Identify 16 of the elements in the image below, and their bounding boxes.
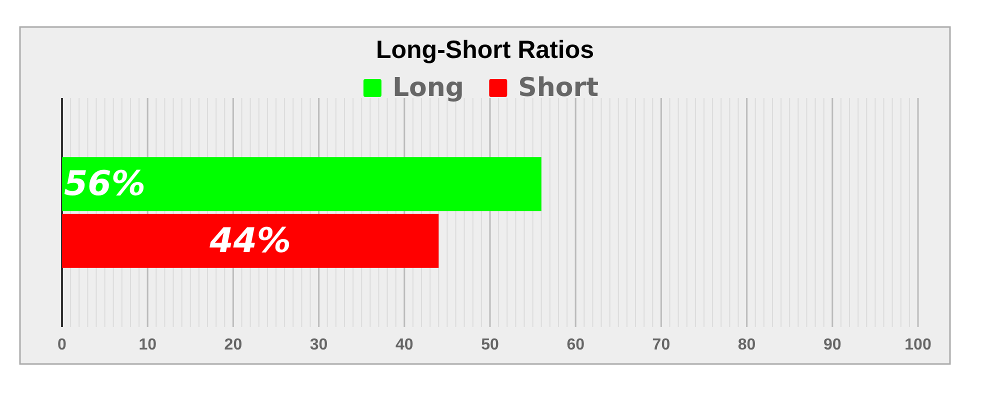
x-tick-label: 70 [652, 336, 670, 354]
legend-label: Short [518, 73, 599, 103]
x-tick-label: 60 [566, 336, 585, 354]
legend-label: Long [392, 73, 464, 103]
x-tick-label: 40 [396, 336, 414, 354]
data-label: 56% [64, 164, 146, 204]
x-tick-label: 80 [738, 336, 756, 354]
x-tick-label: 90 [824, 336, 842, 354]
x-tick-label: 20 [224, 336, 242, 354]
data-label: 44% [208, 220, 292, 261]
x-tick-label: 10 [138, 336, 157, 354]
x-tick-label: 100 [904, 336, 932, 354]
x-tick-label: 30 [310, 336, 328, 354]
x-tick-label: 0 [58, 336, 67, 354]
chart-title: Long-Short Ratios [376, 36, 594, 64]
x-tick-label: 50 [481, 336, 499, 354]
